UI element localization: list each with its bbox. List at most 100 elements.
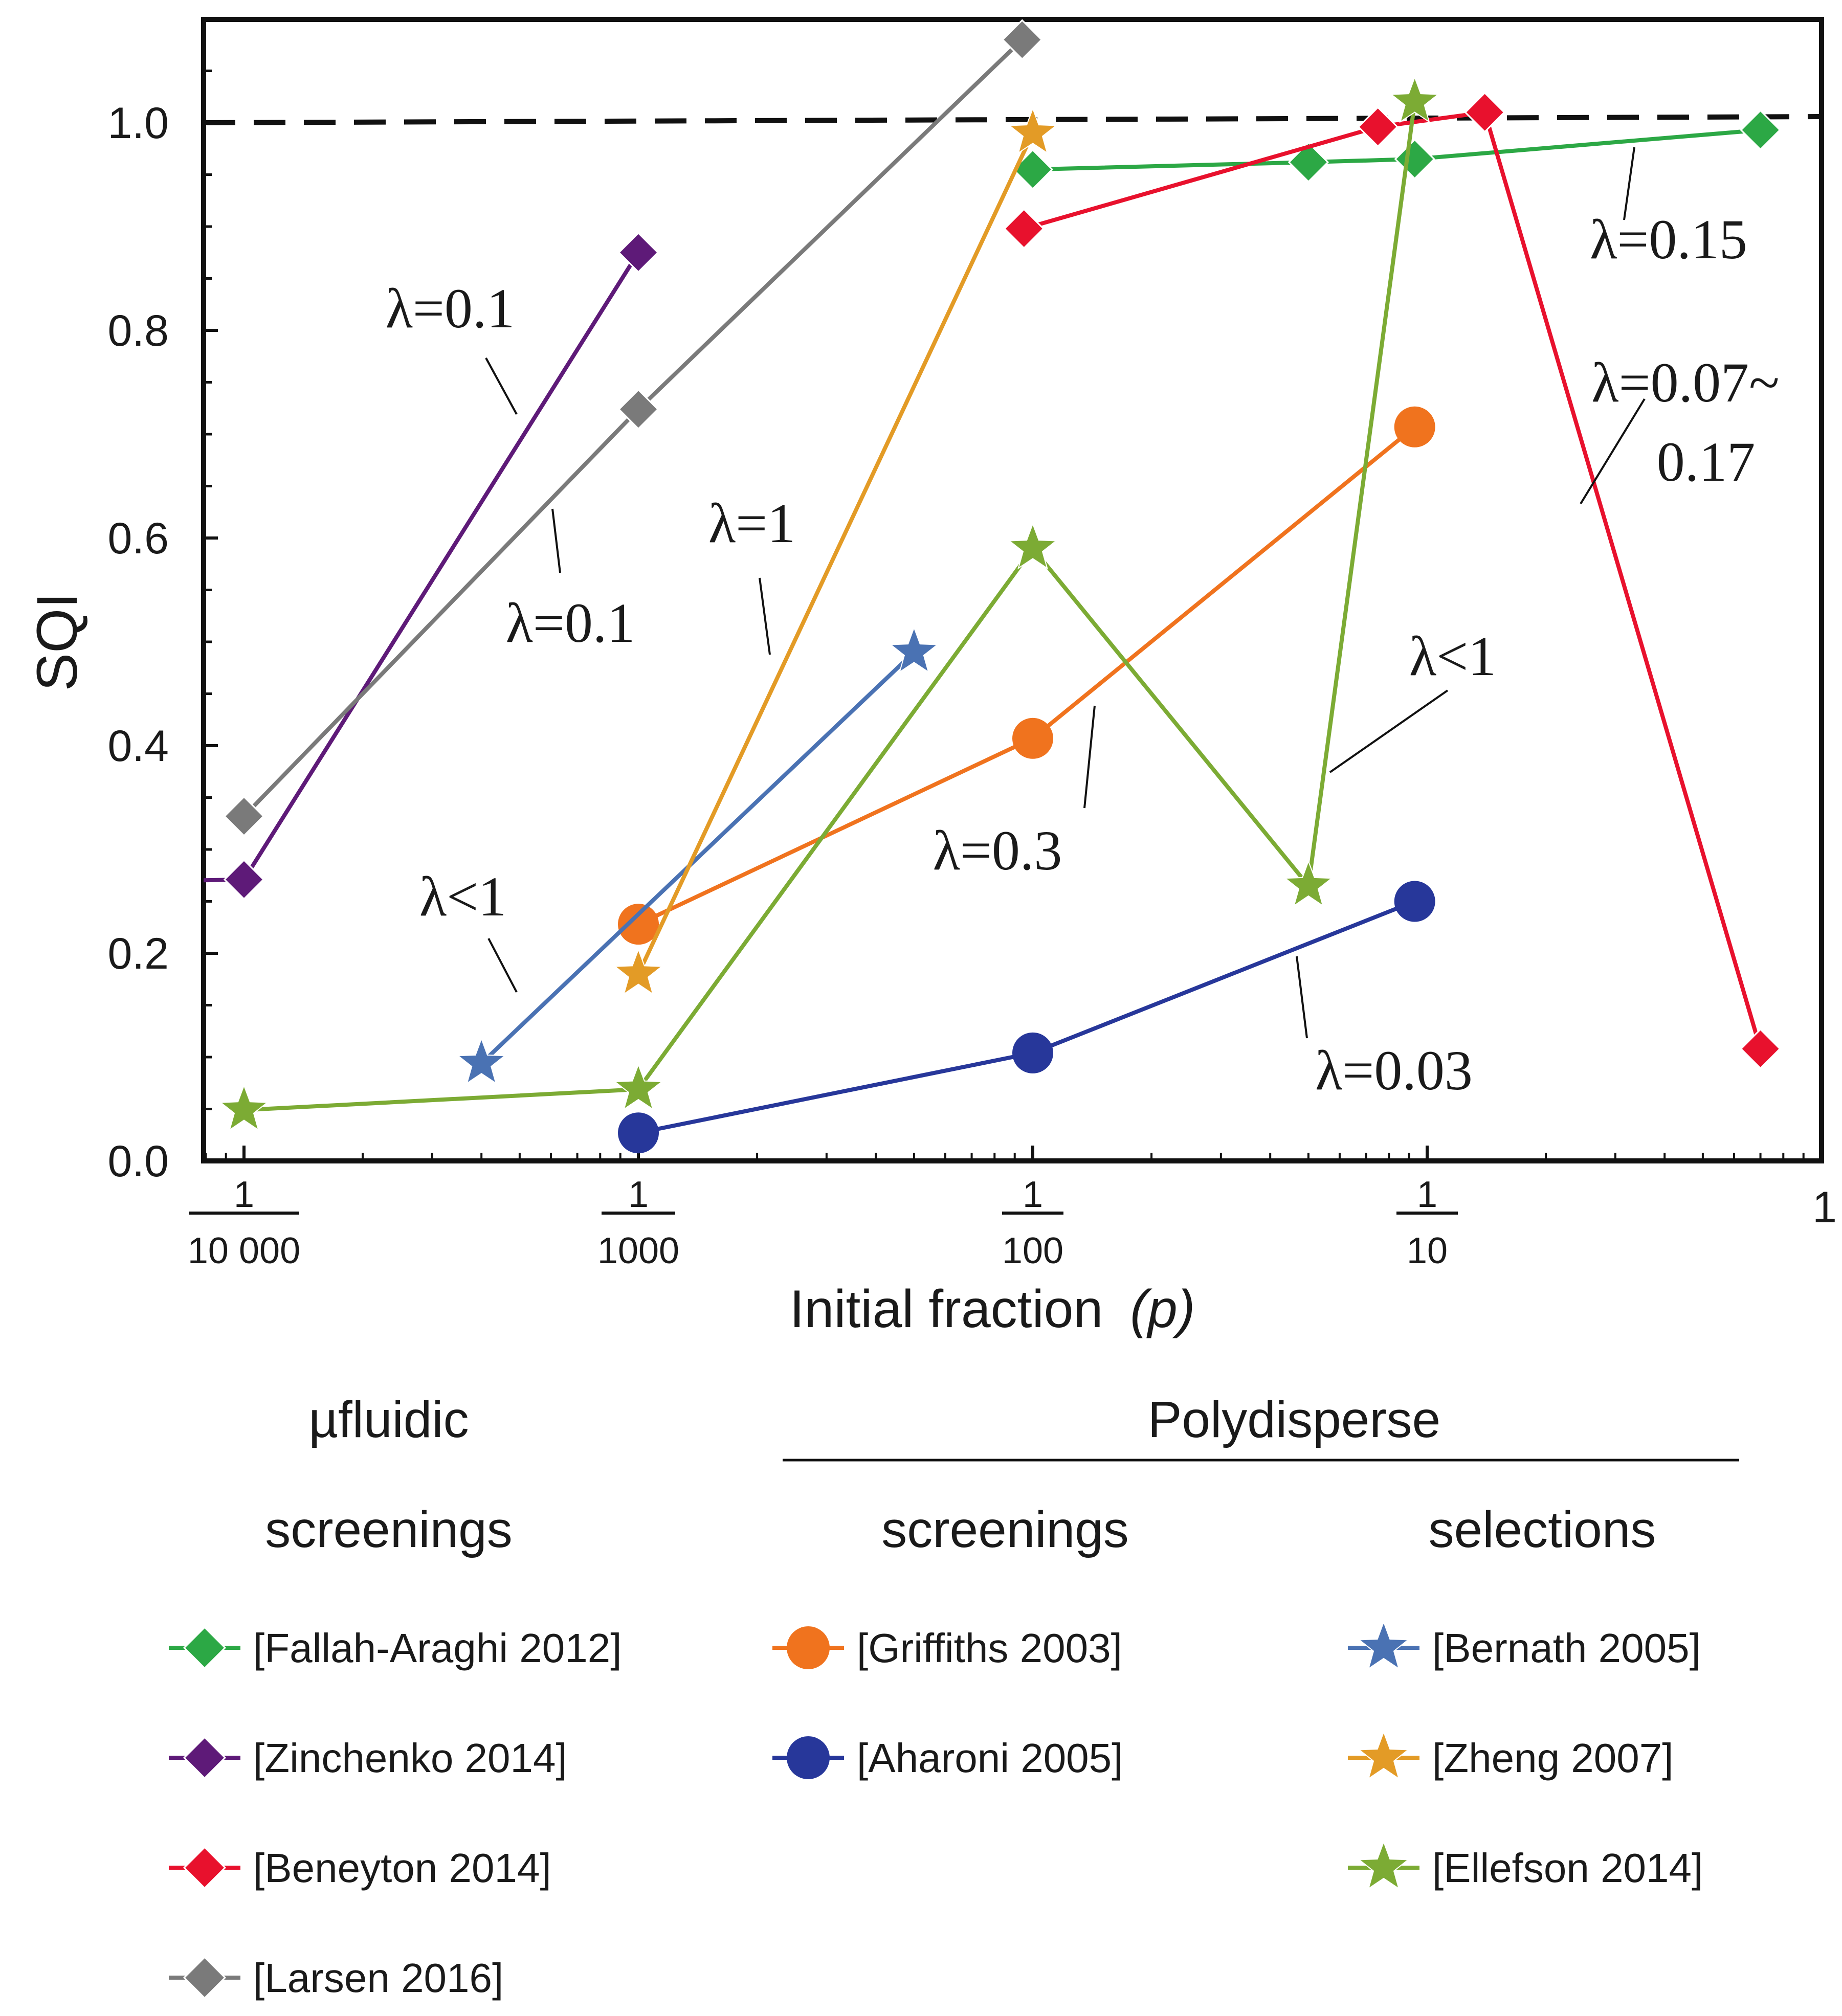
y-tick-label: 0.0 <box>107 1137 169 1186</box>
series-line <box>1032 128 1761 172</box>
series-fallah-araghi-2012 <box>1012 109 1781 190</box>
series-ellefson-2014 <box>219 76 1440 1131</box>
diamond-marker <box>183 1626 227 1670</box>
reference-line-sqi-1 <box>203 114 1822 125</box>
annotation-label: λ=0.3 <box>933 819 1062 882</box>
annotation-label: λ<1 <box>419 865 506 928</box>
y-axis: 0.0 0.2 0.4 0.6 0.8 1.0 <box>107 70 218 1186</box>
annotation-label: λ=0.1 <box>386 277 515 340</box>
diamond-marker <box>223 859 265 900</box>
diamond-marker <box>1740 1028 1781 1069</box>
x-tick-numerator: 1 <box>1417 1174 1437 1215</box>
diamond-marker <box>1012 149 1054 190</box>
annotation-label: λ=0.1 <box>506 592 635 654</box>
star-marker <box>456 1037 506 1085</box>
circle-marker <box>618 1112 659 1154</box>
legend-head-selections: selections <box>1429 1501 1656 1558</box>
diamond-marker <box>1740 109 1781 151</box>
circle-marker <box>1394 406 1435 447</box>
legend-entry-ellefson-2014: [Ellefson 2014] <box>1348 1840 1703 1891</box>
x-tick-denominator: 1000 <box>597 1230 679 1271</box>
series-line <box>480 651 916 1065</box>
diamond-marker <box>183 1736 227 1780</box>
series-beneyton-2014 <box>1003 92 1781 1069</box>
annotation-label-line2: 0.17 <box>1657 431 1756 493</box>
legend-head-microfluidic-screenings: screenings <box>265 1501 513 1558</box>
diamond-marker <box>164 861 203 900</box>
annotation-leader-line <box>551 508 561 573</box>
diamond-marker <box>1002 19 1043 60</box>
series-zinchenko-2014 <box>164 232 659 900</box>
legend-entries: [Fallah-Araghi 2012] [Zinchenko 2014] [Ben… <box>169 1620 1703 2001</box>
legend-label: [Beneyton 2014] <box>253 1845 551 1891</box>
x-tick-numerator: 1 <box>1023 1174 1043 1215</box>
annotation-label: λ=0.07~ <box>1591 351 1779 414</box>
circle-marker <box>1012 1032 1053 1073</box>
annotation-leader-line <box>1623 147 1635 220</box>
star-marker <box>1390 76 1440 123</box>
series-aharoni-2005 <box>618 881 1435 1154</box>
legend-label: [Bernath 2005] <box>1432 1625 1701 1671</box>
diamond-marker <box>1003 208 1045 250</box>
diamond-marker <box>1464 92 1505 133</box>
x-tick-denominator: 100 <box>1002 1230 1063 1271</box>
diamond-marker <box>183 1846 227 1890</box>
x-axis-title: Initial fraction (p) <box>790 1280 1195 1339</box>
annotation-leader-line <box>1296 956 1308 1039</box>
star-marker <box>1358 1840 1410 1890</box>
legend-entry-zinchenko-2014: [Zinchenko 2014] <box>169 1735 567 1781</box>
star-marker <box>1283 860 1334 907</box>
star-marker <box>613 1063 663 1111</box>
annotation-label: λ=1 <box>708 492 795 554</box>
annotation-leader-line <box>487 938 518 993</box>
x-axis: 1 10 000 1 1000 1 100 1 10 1 <box>188 1146 1837 1271</box>
x-tick-denominator: 10 <box>1407 1230 1448 1271</box>
diamond-marker <box>1394 138 1435 180</box>
circle-marker <box>618 904 659 945</box>
y-tick-label: 0.8 <box>107 306 169 355</box>
legend-entry-bernath-2005: [Bernath 2005] <box>1348 1620 1701 1671</box>
diamond-marker <box>1288 142 1329 183</box>
legend-entry-beneyton-2014: [Beneyton 2014] <box>169 1845 551 1891</box>
legend-label: [Fallah-Araghi 2012] <box>253 1625 622 1671</box>
series-griffiths-2003 <box>618 406 1435 945</box>
star-marker <box>1008 522 1058 570</box>
x-tick-numerator: 1 <box>234 1174 254 1215</box>
circle-marker <box>1394 881 1435 922</box>
series-line <box>1023 110 1763 1049</box>
legend-entry-zheng-2007: [Zheng 2007] <box>1348 1730 1673 1781</box>
y-tick-label: 0.6 <box>107 514 169 563</box>
legend-head-screenings: screenings <box>881 1501 1129 1558</box>
y-tick-label: 0.2 <box>107 929 169 978</box>
legend-label: [Ellefson 2014] <box>1432 1845 1703 1891</box>
y-axis-title: SQI <box>25 593 89 691</box>
legend-label: [Aharoni 2005] <box>857 1735 1123 1781</box>
diamond-marker <box>223 795 265 837</box>
annotation-layer: λ=0.1 λ=0.1 λ=1 λ<1 λ=0.3 λ<1 λ=0.03 λ=0.15 λ=0.… <box>386 147 1780 1102</box>
legend-entry-aharoni-2005: [Aharoni 2005] <box>772 1735 1123 1781</box>
circle-marker <box>787 1736 830 1779</box>
series-line <box>242 38 1024 818</box>
x-tick-numerator: 1 <box>628 1174 649 1215</box>
legend: µfluidic screenings Polydisperse screeni… <box>169 1391 1739 2001</box>
series-larsen-2016 <box>223 19 1043 837</box>
legend-entry-griffiths-2003: [Griffiths 2003] <box>772 1625 1122 1671</box>
plot-frame <box>201 17 1824 1163</box>
star-marker <box>1358 1620 1410 1670</box>
y-tick-label: 1.0 <box>107 99 169 148</box>
series-zheng-2007 <box>613 107 1058 995</box>
series-line <box>204 251 640 883</box>
circle-marker <box>787 1626 830 1669</box>
series-bernath-2005 <box>456 626 939 1085</box>
legend-label: [Larsen 2016] <box>253 1955 503 2001</box>
x-axis-title-text: Initial fraction <box>790 1280 1103 1339</box>
diamond-marker <box>617 232 659 273</box>
legend-entry-fallah-araghi-2012: [Fallah-Araghi 2012] <box>169 1625 622 1671</box>
legend-head-polydisperse: Polydisperse <box>1148 1391 1441 1448</box>
star-marker <box>889 626 939 674</box>
series-line <box>636 132 1035 975</box>
star-marker <box>613 948 663 995</box>
legend-label: [Zinchenko 2014] <box>253 1735 567 1781</box>
diamond-marker <box>183 1956 227 2000</box>
